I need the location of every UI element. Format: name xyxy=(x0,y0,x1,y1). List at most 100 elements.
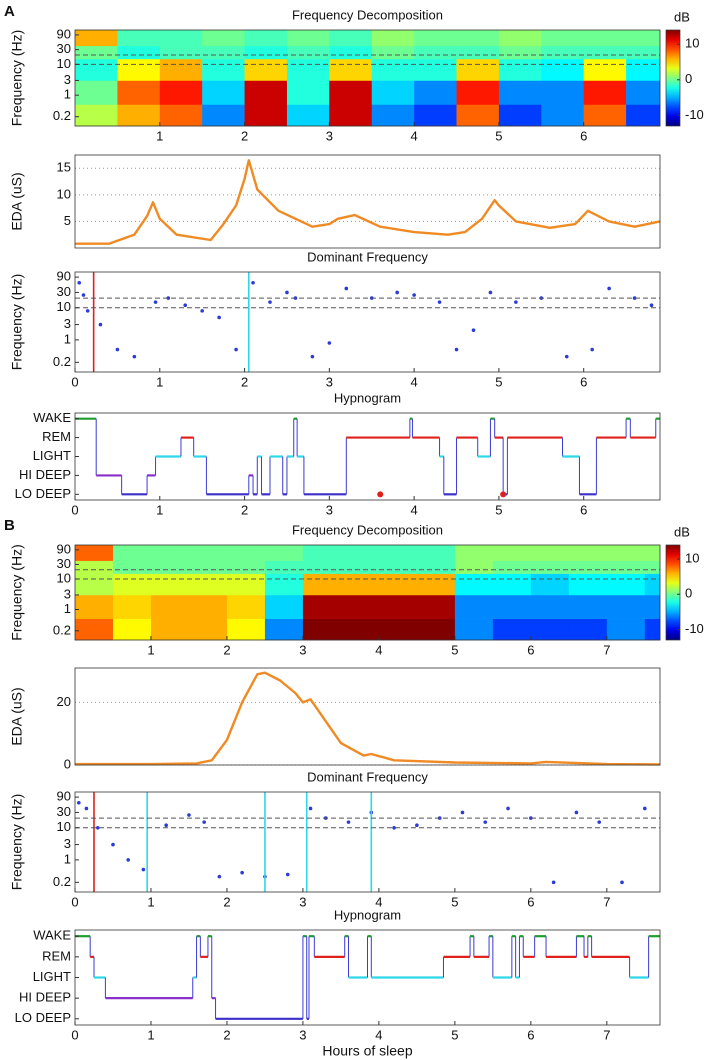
heat-cell xyxy=(530,545,570,561)
dominant-point xyxy=(251,280,255,285)
heat-cell xyxy=(329,45,373,60)
y-tick-label: 10 xyxy=(57,570,71,585)
panel-label: A xyxy=(4,3,15,20)
heat-cell xyxy=(606,573,646,596)
heat-cell xyxy=(75,618,114,641)
heat-cell xyxy=(329,104,373,127)
dominant-point xyxy=(310,354,315,359)
colorbar-tick-label: -10 xyxy=(685,621,704,636)
heat-cell xyxy=(606,618,646,641)
heat-cell xyxy=(340,573,380,596)
eda-line xyxy=(75,159,661,245)
heat-cell xyxy=(264,573,304,596)
heat-cell xyxy=(202,30,245,47)
y-tick-label: 0.2 xyxy=(53,108,71,123)
x-tick-label: 6 xyxy=(580,374,587,389)
y-tick-label: 15 xyxy=(57,160,71,175)
y-tick-label: 10 xyxy=(57,56,71,71)
y-tick-label: LIGHT xyxy=(33,969,71,984)
heat-cell xyxy=(454,560,494,574)
heat-cell xyxy=(202,104,245,127)
heat-cell xyxy=(583,58,627,81)
heat-cell xyxy=(414,58,457,81)
colorbar-tick-label: -10 xyxy=(685,107,704,122)
x-tick-label: 2 xyxy=(241,502,248,517)
dominant-point xyxy=(268,300,272,304)
heat-cell xyxy=(583,80,627,105)
dominant-point xyxy=(76,800,81,805)
dominant-point xyxy=(84,806,89,811)
heat-cell xyxy=(568,573,608,596)
x-tick-label: 5 xyxy=(451,894,458,909)
heat-cell xyxy=(583,30,627,47)
heat-cell xyxy=(150,545,190,561)
x-tick-label: 4 xyxy=(411,128,418,143)
dominant-point xyxy=(488,290,493,295)
y-tick-label: 3 xyxy=(64,72,71,87)
colorbar-tick-label: 0 xyxy=(685,71,692,86)
heat-cell xyxy=(492,618,532,641)
heat-cell xyxy=(159,30,203,47)
heat-cell xyxy=(606,560,646,574)
dominant-point xyxy=(327,341,332,345)
x-tick-label: 3 xyxy=(299,1027,306,1042)
heat-cell xyxy=(244,58,288,81)
dominant-point xyxy=(183,303,188,308)
heat-cell xyxy=(498,104,542,127)
x-tick-label: 3 xyxy=(299,894,306,909)
heat-cell xyxy=(150,560,190,574)
heat-cell xyxy=(541,45,584,60)
y-axis-label: Frequency (Hz) xyxy=(9,274,25,370)
heat-cell xyxy=(75,545,114,561)
heat-cell xyxy=(541,58,584,81)
dominant-point xyxy=(632,296,637,300)
heat-cell xyxy=(302,594,342,619)
heat-cell xyxy=(371,30,415,47)
chart-title: Dominant Frequency xyxy=(307,769,428,784)
y-tick-label: REM xyxy=(42,948,71,963)
x-tick-label: 2 xyxy=(223,642,230,657)
heat-cell xyxy=(454,545,494,561)
heat-cell xyxy=(530,594,570,619)
y-tick-label: HI DEEP xyxy=(19,990,71,1005)
dominant-point xyxy=(111,842,115,847)
x-tick-label: 0 xyxy=(71,1027,78,1042)
colorbar-tick-label: 10 xyxy=(685,551,699,566)
heat-cell xyxy=(644,618,661,641)
dominant-point xyxy=(483,820,488,824)
heat-cell xyxy=(498,58,542,81)
plot-area xyxy=(75,272,660,372)
y-tick-label: 30 xyxy=(57,804,71,819)
heat-cell xyxy=(150,618,190,641)
dominant-point xyxy=(153,300,158,304)
heat-cell xyxy=(456,80,500,105)
heat-cell xyxy=(568,545,608,561)
chart-title: Dominant Frequency xyxy=(307,249,428,264)
y-tick-label: WAKE xyxy=(33,928,71,943)
heat-cell xyxy=(150,594,190,619)
y-tick-label: 1 xyxy=(64,851,71,866)
dominant-point xyxy=(564,354,569,359)
y-tick-label: LO DEEP xyxy=(15,486,71,501)
dominant-point xyxy=(514,300,518,304)
heat-cell xyxy=(188,560,228,574)
heat-cell xyxy=(75,104,118,127)
y-tick-label: 1 xyxy=(64,331,71,346)
y-tick-label: 90 xyxy=(57,269,71,284)
dominant-point xyxy=(217,315,221,320)
heat-cell xyxy=(202,45,245,60)
heat-cell xyxy=(530,573,570,596)
eda-line xyxy=(75,671,661,766)
dominant-point xyxy=(471,328,476,333)
plot-frame xyxy=(74,791,661,893)
heat-cell xyxy=(75,45,118,60)
heat-cell xyxy=(498,45,542,60)
heat-cell xyxy=(244,30,288,47)
heat-cell xyxy=(112,618,152,641)
heat-cell xyxy=(226,618,266,641)
heat-cell xyxy=(606,594,646,619)
heat-cell xyxy=(416,573,456,596)
heat-cell xyxy=(75,573,114,596)
y-tick-label: WAKE xyxy=(33,410,71,425)
